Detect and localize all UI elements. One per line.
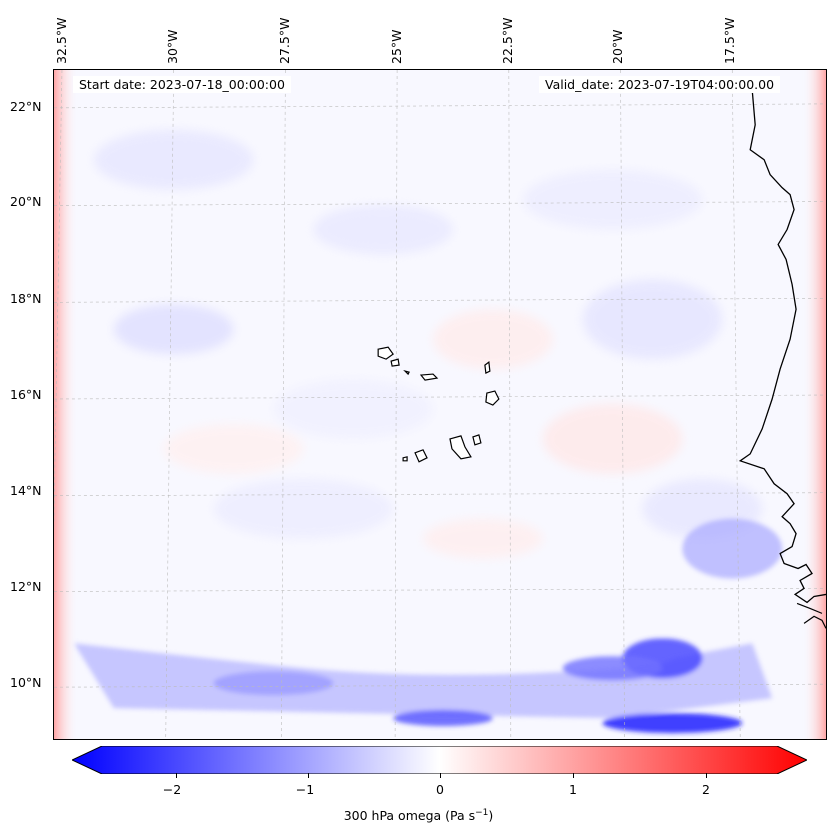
colorbar xyxy=(72,746,807,774)
lon-label-27-5w: 27.5°W xyxy=(277,17,292,64)
cb-tick-label: 1 xyxy=(569,782,577,797)
lat-label-14n: 14°N xyxy=(10,483,42,498)
lat-label-12n: 12°N xyxy=(10,579,42,594)
start-date-label: Start date: 2023-07-18_00:00:00 xyxy=(73,76,291,93)
lon-label-32-5w: 32.5°W xyxy=(54,17,69,64)
lon-label-17-5w: 17.5°W xyxy=(722,17,737,64)
africa-coastline xyxy=(738,89,826,604)
cb-tickmark xyxy=(573,773,574,778)
lat-label-20n: 20°N xyxy=(10,194,42,209)
colorbar-label-main: 300 hPa omega (Pa s xyxy=(343,808,476,824)
lat-label-22n: 22°N xyxy=(10,99,42,114)
lon-label-30w: 30°W xyxy=(165,29,180,64)
cb-tickmark xyxy=(440,773,441,778)
southern-ascent-band xyxy=(73,518,783,734)
map-panel xyxy=(53,69,827,740)
cb-tickmark xyxy=(706,773,707,778)
graticule xyxy=(54,70,826,739)
field-patches xyxy=(93,129,763,559)
lat-label-10n: 10°N xyxy=(10,675,42,690)
lon-label-22-5w: 22.5°W xyxy=(500,17,515,64)
cb-tickmark xyxy=(308,773,309,778)
colorbar-label: 300 hPa omega (Pa s−1) xyxy=(0,808,837,823)
lat-label-16n: 16°N xyxy=(10,387,42,402)
cb-tick-label: 0 xyxy=(436,782,444,797)
cb-tick-label: −2 xyxy=(162,782,182,797)
valid-date-label: Valid_date: 2023-07-19T04:00:00.00 xyxy=(539,76,781,93)
cb-tickmark xyxy=(176,773,177,778)
cb-tick-label: 2 xyxy=(702,782,710,797)
cb-tick-label: −1 xyxy=(295,782,315,797)
lon-label-25w: 25°W xyxy=(389,29,404,64)
colorbar-label-close: ) xyxy=(488,808,494,824)
cabo-verde-islands xyxy=(377,346,500,463)
omega-field-map xyxy=(54,70,826,739)
lat-label-18n: 18°N xyxy=(10,291,42,306)
lon-label-20w: 20°W xyxy=(610,29,625,64)
colorbar-label-exponent: −1 xyxy=(475,808,489,818)
